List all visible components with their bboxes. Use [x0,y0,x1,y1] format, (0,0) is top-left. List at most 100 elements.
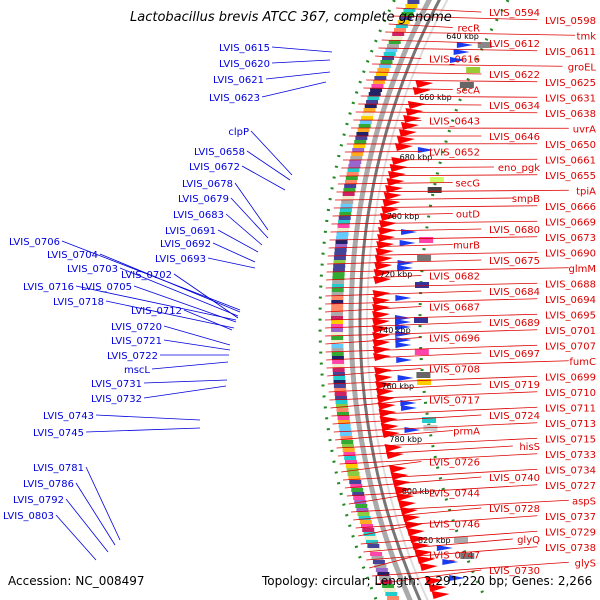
right-gene-label: LVIS_0730 [489,566,540,577]
right-gene-label: LVIS_0747 [429,551,480,562]
right-gene-leader [325,282,538,289]
reverse-feature-arrow [394,143,413,151]
reverse-feature-arrow [375,388,394,396]
genome-title: Lactobacillus brevis ATCC 367, complete … [130,10,452,25]
left-gene-leader [133,285,237,323]
right-gene-leader [325,329,538,337]
right-gene-leader [366,79,538,83]
right-gene-leader [366,546,538,561]
reverse-feature-arrow [373,276,392,284]
reverse-feature-arrow [411,542,430,550]
cog-band-block [331,300,344,304]
cog-band-block [366,540,379,544]
cog-band-block [337,224,350,228]
right-gene-label: LVIS_0643 [429,117,480,128]
reverse-feature-arrow [372,318,391,326]
right-gene-leader [325,290,482,297]
right-gene-label: LVIS_0733 [545,450,596,461]
cog-band-block [348,164,361,168]
dotted-guide-ring-2 [318,0,396,600]
inner-feature-block [466,67,481,73]
cog-band-block [338,216,351,220]
right-gene-label: LVIS_0661 [545,155,596,166]
right-gene-leader [348,492,422,505]
forward-feature-arrow [397,260,414,266]
left-gene-leader [151,361,229,370]
right-gene-label: aspS [572,496,596,507]
cog-band-block [337,416,350,420]
kbp-tick-label: 740 kbp [378,326,411,335]
right-gene-leader [344,151,422,153]
inner-feature-block [454,537,468,543]
reverse-feature-arrow [382,199,401,207]
left-gene-label: LVIS_0720 [111,322,162,333]
cog-band-block [351,488,364,492]
cog-band-block [331,320,343,324]
cog-band-block [342,448,355,452]
left-gene-leader [55,514,97,561]
cog-band-block [403,8,416,12]
cog-band-block [332,364,345,368]
right-gene-label: LVIS_0726 [429,458,480,469]
forward-feature-arrow [397,265,414,271]
left-gene-leader [75,482,116,546]
cog-band-block [331,296,344,300]
cog-band-block [335,240,348,244]
left-gene-label: LVIS_0704 [47,250,98,261]
left-gene-leader [143,379,228,384]
cog-band-block [372,80,385,84]
cog-band-block [336,404,349,408]
reverse-feature-arrow [383,192,402,200]
left-gene-leader [261,81,327,98]
inner-feature-block [460,553,475,559]
right-gene-leader [355,111,538,114]
forward-feature-arrow [395,337,412,343]
right-gene-label: LVIS_0675 [489,256,540,267]
right-gene-label: uvrA [573,124,596,135]
cog-band-block [361,524,374,528]
right-gene-label: LVIS_0724 [489,411,540,422]
inner-feature-block [422,417,437,423]
cog-band-block [382,56,395,60]
cog-band-block [332,360,345,364]
reverse-feature-arrow [372,311,391,319]
right-gene-leader [325,321,482,329]
forward-feature-arrow [400,400,417,406]
left-gene-leader [65,498,109,553]
cog-band-block [380,60,393,64]
cog-band-block [352,492,365,496]
right-gene-leader [331,220,538,225]
right-gene-leader [326,275,422,281]
right-gene-leader [341,166,494,169]
right-gene-leader [337,445,513,457]
topology-value: circular; [322,574,371,588]
reverse-feature-arrow [415,80,434,88]
cog-band-block [388,40,401,44]
forward-feature-arrow [395,342,412,348]
right-gene-label: LVIS_0699 [545,372,596,383]
cog-band-block [343,188,356,192]
cog-band-block [331,344,344,348]
right-gene-label: LVIS_0634 [489,101,540,112]
cog-band-block [340,436,353,440]
reverse-feature-arrow [374,374,393,382]
right-gene-leader [335,197,513,201]
inner-feature-block [417,255,432,261]
cog-band-block [362,112,375,116]
right-gene-leader [336,437,538,449]
right-gene-label: LVIS_0622 [489,70,540,81]
reverse-feature-arrow [381,206,400,214]
right-gene-label: LVIS_0684 [489,287,540,298]
right-gene-label: smpB [512,194,540,205]
cog-band-block [353,144,366,148]
reverse-feature-arrow [385,185,404,193]
right-gene-label: LVIS_0727 [545,481,596,492]
right-gene-label: glmM [569,264,597,275]
cog-band-block [338,420,351,424]
forward-feature-arrow [450,57,467,63]
right-gene-leader [325,306,422,313]
cog-band-block [331,292,344,296]
left-gene-leader [85,427,201,433]
right-gene-leader [363,538,513,553]
inner-feature-block [459,82,474,88]
